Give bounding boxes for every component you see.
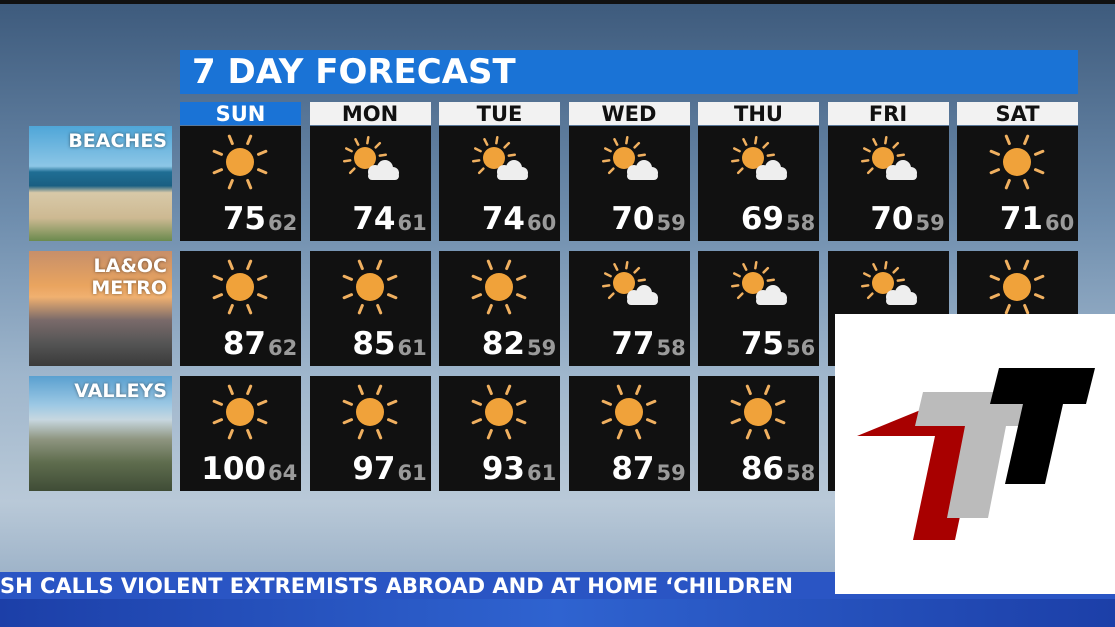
forecast-cell: 70 59 — [568, 126, 690, 241]
high-temp: 77 — [611, 326, 655, 362]
high-temp: 87 — [611, 451, 655, 487]
forecast-cell: 86 58 — [698, 376, 819, 491]
ttt-logo-icon — [857, 368, 1095, 540]
day-header-tue: TUE — [439, 102, 560, 126]
high-temp: 85 — [352, 326, 396, 362]
region-2: VALLEYS — [29, 376, 172, 491]
forecast-cell: 85 61 — [309, 251, 431, 366]
low-temp: 61 — [397, 211, 427, 235]
region-label-line: LA&OC — [93, 255, 167, 277]
bottom-bar — [0, 599, 1115, 627]
sun-icon — [989, 259, 1045, 315]
low-temp: 58 — [786, 211, 816, 235]
high-temp: 70 — [870, 201, 914, 237]
high-temp: 75 — [740, 326, 784, 362]
partly-cloudy-icon — [601, 261, 658, 305]
partly-cloudy-icon — [731, 261, 787, 305]
sun-icon — [212, 134, 268, 190]
day-header-sat: SAT — [957, 102, 1078, 126]
partly-cloudy-icon — [342, 136, 399, 180]
low-temp: 60 — [1045, 211, 1075, 235]
high-temp: 82 — [481, 326, 525, 362]
high-temp: 100 — [201, 451, 266, 487]
low-temp: 60 — [527, 211, 557, 235]
top-border — [0, 0, 1115, 4]
high-temp: 70 — [611, 201, 655, 237]
day-header-wed: WED — [568, 102, 690, 126]
region-0: BEACHES — [29, 126, 172, 241]
day-header-mon: MON — [309, 102, 431, 126]
sun-icon — [342, 259, 397, 315]
sun-icon — [342, 384, 397, 440]
high-temp: 69 — [740, 201, 784, 237]
region-label: BEACHES — [68, 130, 167, 152]
forecast-title: 7 DAY FORECAST — [180, 50, 1078, 94]
logo — [835, 314, 1115, 594]
low-temp: 64 — [268, 461, 298, 485]
forecast-cell: 74 61 — [309, 126, 431, 241]
day-header-fri: FRI — [827, 102, 949, 126]
high-temp: 93 — [481, 451, 525, 487]
low-temp: 62 — [268, 211, 298, 235]
forecast-cell: 75 56 — [698, 251, 819, 366]
partly-cloudy-icon — [731, 136, 787, 180]
high-temp: 97 — [352, 451, 396, 487]
low-temp: 56 — [786, 336, 816, 360]
region-label-line: METRO — [91, 277, 167, 299]
forecast-cell: 87 62 — [180, 251, 301, 366]
low-temp: 59 — [656, 211, 686, 235]
partly-cloudy-icon — [601, 136, 658, 180]
low-temp: 59 — [915, 211, 945, 235]
ticker-text: SH CALLS VIOLENT EXTREMISTS ABROAD AND A… — [0, 574, 793, 598]
day-header-thu: THU — [698, 102, 819, 126]
partly-cloudy-icon — [860, 136, 917, 180]
day-header-sun: SUN — [180, 102, 301, 126]
partly-cloudy-icon — [472, 136, 528, 180]
forecast-cell: 77 58 — [568, 251, 690, 366]
forecast-cell: 70 59 — [827, 126, 949, 241]
high-temp: 87 — [222, 326, 266, 362]
high-temp: 74 — [352, 201, 396, 237]
high-temp: 86 — [740, 451, 784, 487]
high-temp: 75 — [222, 201, 266, 237]
high-temp: 71 — [999, 201, 1043, 237]
sun-icon — [471, 259, 527, 315]
forecast-cell: 69 58 — [698, 126, 819, 241]
sun-icon — [601, 384, 656, 440]
sun-icon — [730, 384, 786, 440]
forecast-cell: 75 62 — [180, 126, 301, 241]
sun-icon — [212, 384, 268, 440]
sun-icon — [212, 259, 268, 315]
low-temp: 61 — [397, 336, 427, 360]
sun-icon — [471, 384, 527, 440]
forecast-cell: 97 61 — [309, 376, 431, 491]
partly-cloudy-icon — [860, 261, 917, 305]
forecast-cell: 82 59 — [439, 251, 560, 366]
region-label: LA&OC METRO — [91, 255, 167, 299]
region-1: LA&OC METRO — [29, 251, 172, 366]
low-temp: 62 — [268, 336, 298, 360]
region-label: VALLEYS — [74, 380, 167, 402]
forecast-cell: 93 61 — [439, 376, 560, 491]
sun-icon — [989, 134, 1045, 190]
low-temp: 58 — [786, 461, 816, 485]
forecast-cell: 100 64 — [180, 376, 301, 491]
high-temp: 74 — [481, 201, 525, 237]
low-temp: 58 — [656, 336, 686, 360]
low-temp: 61 — [527, 461, 557, 485]
forecast-cell: 74 60 — [439, 126, 560, 241]
low-temp: 61 — [397, 461, 427, 485]
forecast-cell: 87 59 — [568, 376, 690, 491]
low-temp: 59 — [656, 461, 686, 485]
forecast-cell: 71 60 — [957, 126, 1078, 241]
low-temp: 59 — [527, 336, 557, 360]
